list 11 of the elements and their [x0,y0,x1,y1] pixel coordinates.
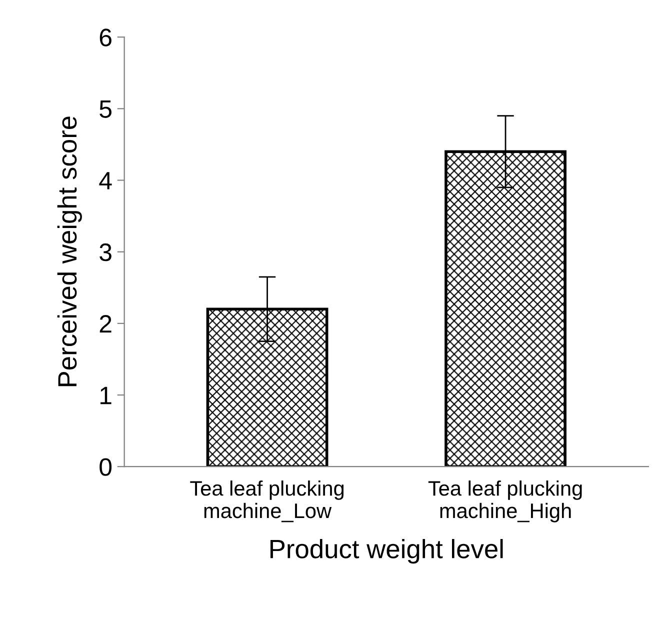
y-tick-label: 0 [100,458,112,476]
x-tick-label: Tea leaf plucking machine_High [428,480,582,522]
y-tick-label: 6 [100,28,112,46]
y-tick-label: 5 [100,100,112,118]
y-tick-label: 4 [99,172,112,190]
x-axis-title: Product weight level [270,539,503,564]
x-tick-label: Tea leaf plucking machine_Low [190,480,344,522]
y-axis-title: Perceived weight score [57,116,82,386]
y-tick-label: 3 [100,243,112,262]
y-tick-label: 2 [100,315,112,332]
y-tick-label: 1 [100,386,112,404]
